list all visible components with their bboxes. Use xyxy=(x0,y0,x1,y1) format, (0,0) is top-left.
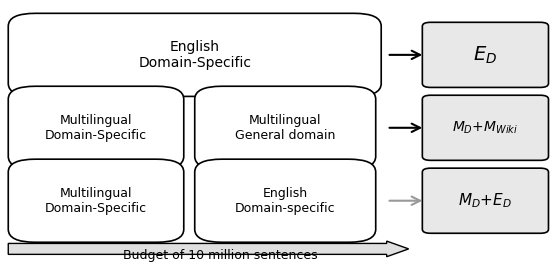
FancyBboxPatch shape xyxy=(195,86,376,169)
FancyBboxPatch shape xyxy=(8,159,184,242)
Text: Multilingual
General domain: Multilingual General domain xyxy=(235,114,335,142)
FancyBboxPatch shape xyxy=(422,95,548,160)
Text: Multilingual
Domain-Specific: Multilingual Domain-Specific xyxy=(45,114,147,142)
Text: $M_D$+$M_{Wiki}$: $M_D$+$M_{Wiki}$ xyxy=(453,120,519,136)
Text: English
Domain-specific: English Domain-specific xyxy=(235,187,336,215)
Text: Budget of 10 million sentences: Budget of 10 million sentences xyxy=(124,249,318,262)
FancyBboxPatch shape xyxy=(8,86,184,169)
FancyBboxPatch shape xyxy=(422,168,548,233)
Text: Multilingual
Domain-Specific: Multilingual Domain-Specific xyxy=(45,187,147,215)
Polygon shape xyxy=(8,241,409,257)
Text: English
Domain-Specific: English Domain-Specific xyxy=(138,40,251,70)
Text: $M_D$+$E_D$: $M_D$+$E_D$ xyxy=(459,191,512,210)
Text: $E_D$: $E_D$ xyxy=(473,44,497,65)
FancyBboxPatch shape xyxy=(8,13,381,96)
FancyBboxPatch shape xyxy=(195,159,376,242)
FancyBboxPatch shape xyxy=(422,22,548,88)
